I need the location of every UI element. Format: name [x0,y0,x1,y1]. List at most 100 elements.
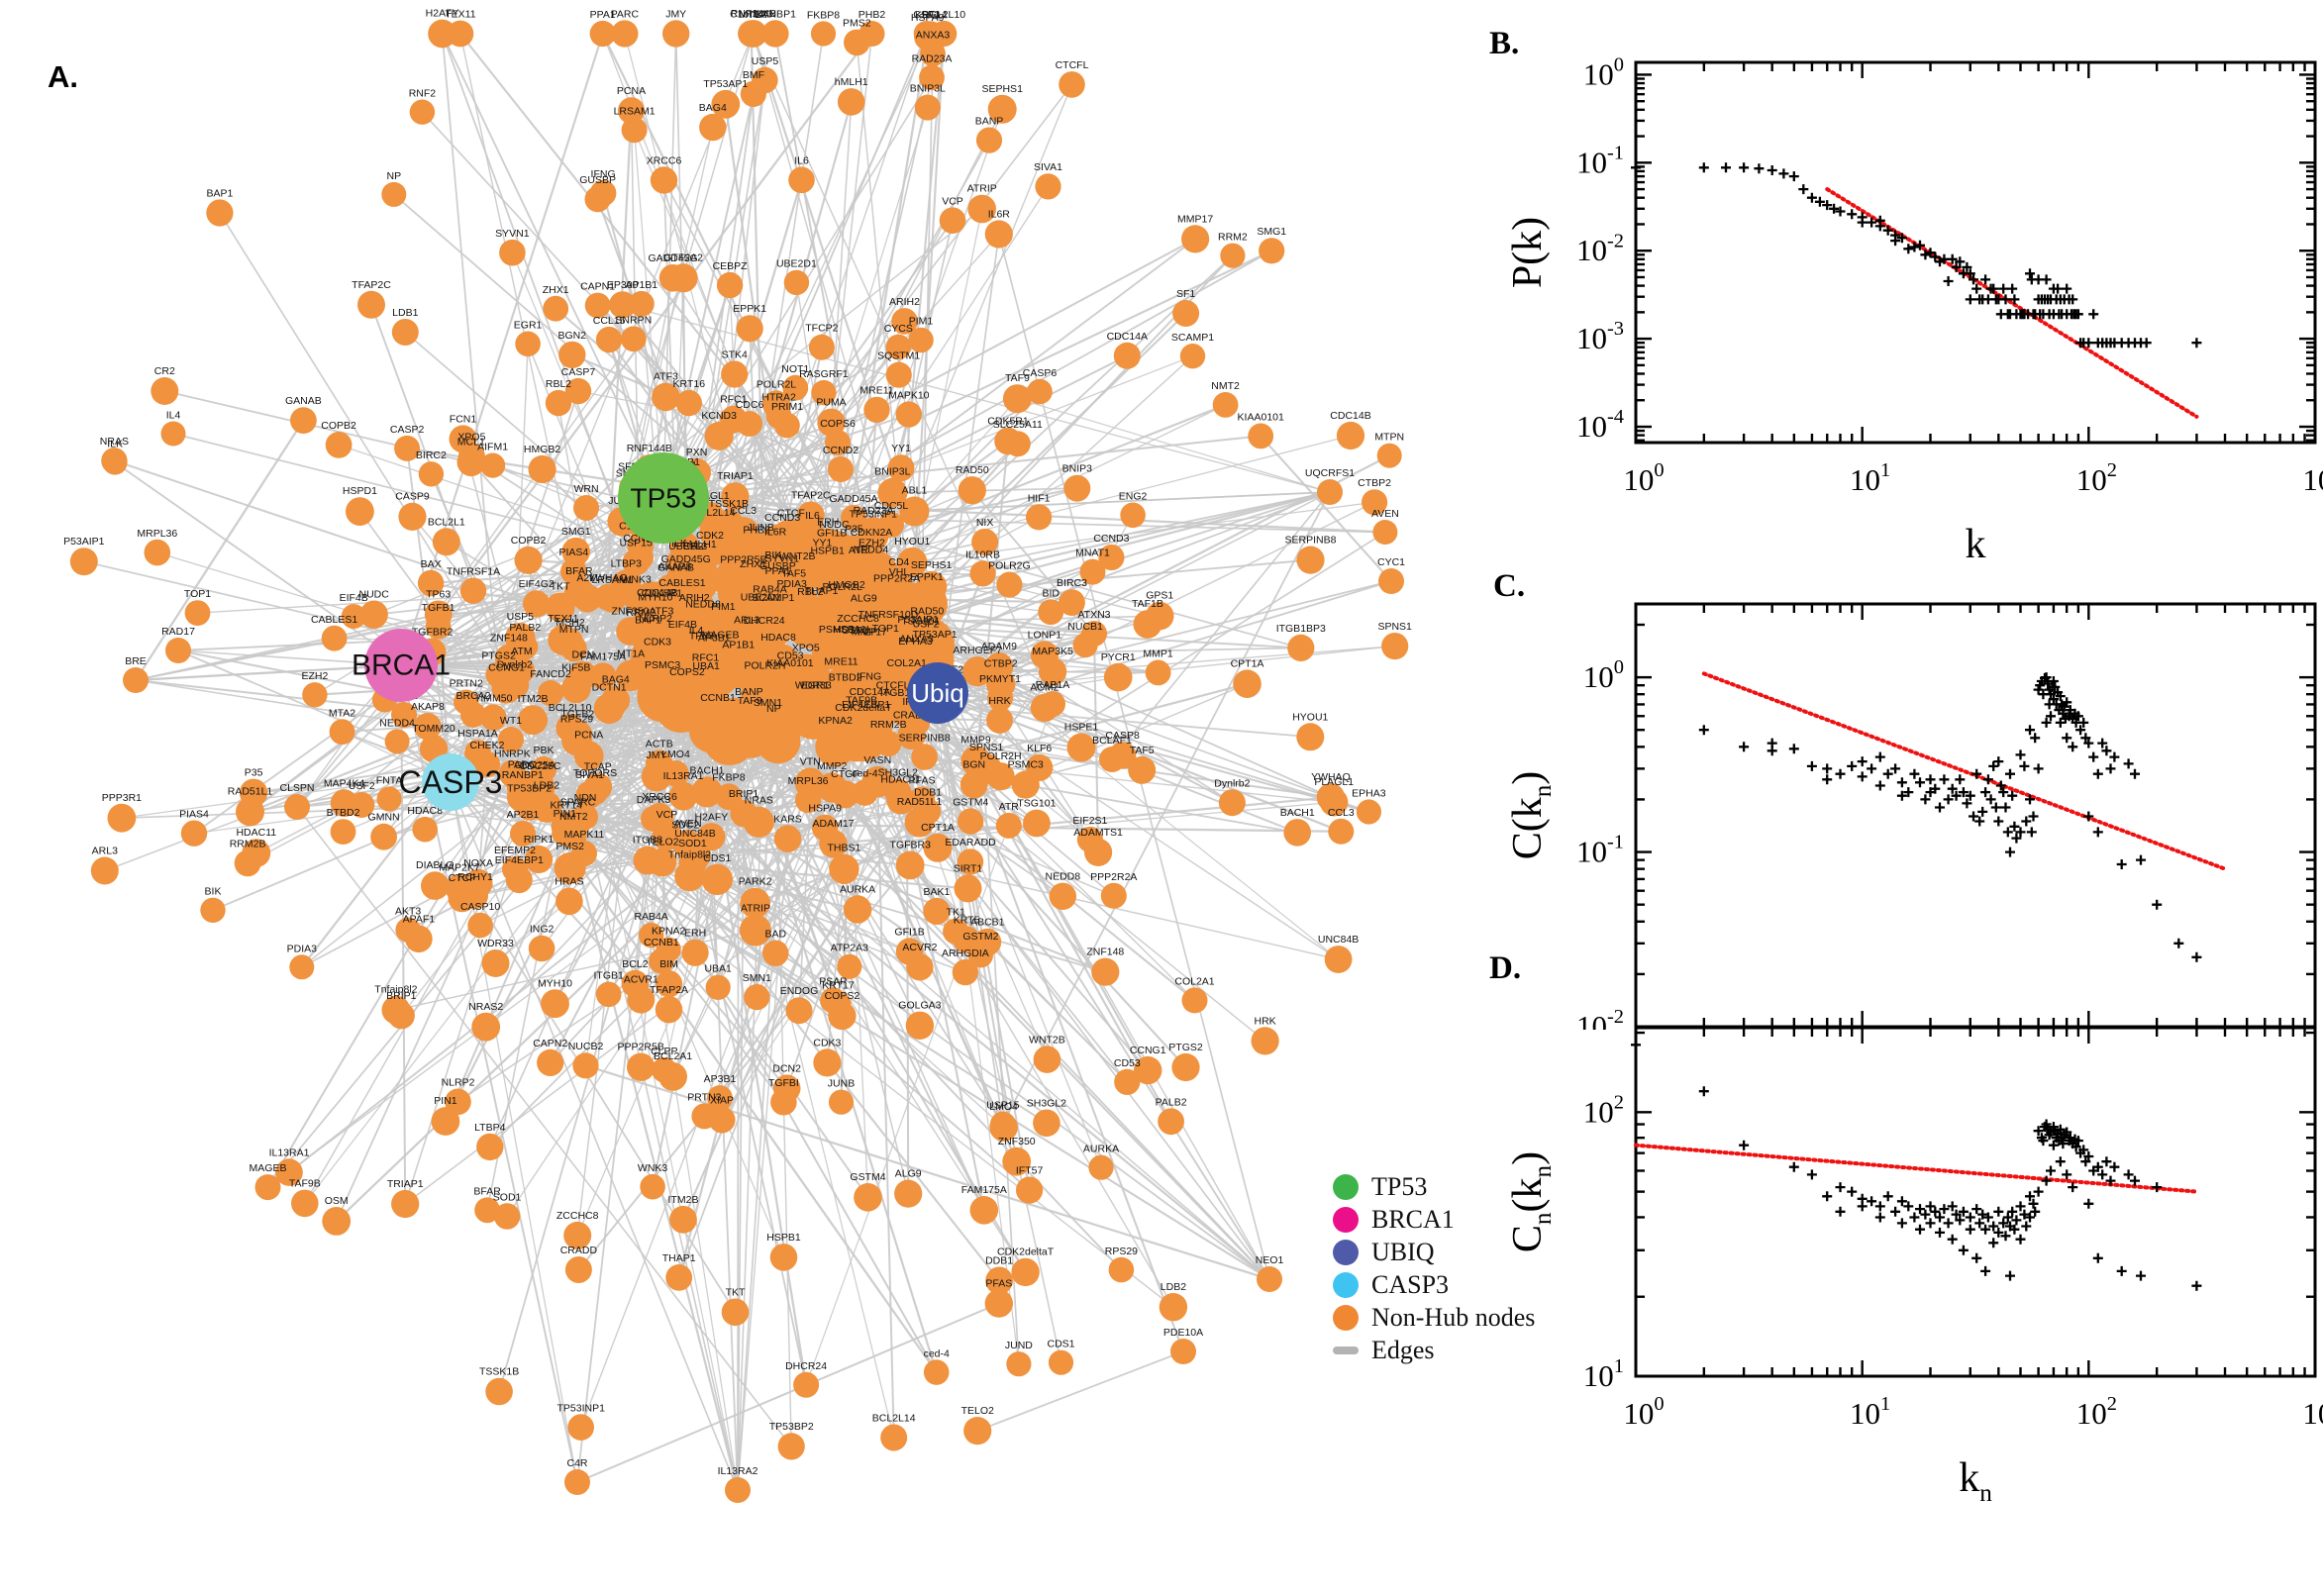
gene-node-label: HTRA2 [761,391,796,403]
gene-node [381,181,407,207]
gene-node-label: UBE2D1 [741,592,781,604]
gene-node-label: CEBPZ [713,260,749,272]
gene-node-label: ITM2B [518,693,549,705]
gene-node-label: BNIP3L [874,466,910,478]
gene-node-label: MTPN [1374,432,1404,444]
gene-node [808,334,835,360]
gene-node-label: ZNF350 [998,1136,1036,1147]
gene-node [144,539,171,566]
gene-node-label: MRE11 [859,385,893,397]
gene-node-label: YY1 [812,538,832,549]
gene-node [284,794,310,820]
gene-node-label: TAF9 [738,695,762,707]
gene-node-label: TOPORS [573,767,617,779]
gene-node-label: SPARC [560,797,596,809]
gene-node [1128,755,1157,784]
panel-b-letter: B. [1489,26,1520,61]
gene-node-label: PIAS4 [179,809,209,821]
gene-node [493,1203,521,1230]
gene-node-label: C1orf123 [730,8,772,20]
gene-node [788,166,815,194]
gene-node [769,1244,798,1271]
gene-node-label: PSMC3 [645,659,680,671]
gene-node-label: CCNG1 [1130,1045,1166,1056]
gene-node [708,1106,736,1134]
gene-node-label: DIABLO [416,859,454,871]
gene-node-label: RRM2 [626,607,656,619]
gene-node-label: HSPA1L [833,624,872,636]
node-legend-swatch [1333,1271,1359,1298]
gene-node-label: ACVR1 [624,974,658,986]
gene-node-label: NRAS2 [468,1001,503,1013]
gene-node-label: RNF144B [731,8,776,20]
gene-node-label: PPP2R5B [720,554,766,566]
gene-node [1002,384,1032,414]
legend-item-label: CASP3 [1371,1269,1450,1299]
gene-node [987,94,1017,124]
gene-node [349,792,375,818]
gene-node [721,360,749,388]
gene-node-label: CLSPN [279,782,314,794]
gene-node-label: CTGF [831,768,859,780]
gene-node [1072,633,1098,658]
gene-node-label: WRN [573,483,598,495]
gene-node-label: LDB2 [1161,1281,1186,1293]
gene-node-label: RFC1 [692,652,720,664]
hub-node-ubiq [907,662,968,724]
gene-node-label: SERPINB8 [899,732,951,744]
gene-node [421,871,450,900]
gene-node [562,720,593,750]
gene-node-label: HRAS [555,876,583,888]
gene-node-label: COL2A1 [1174,975,1214,987]
gene-node [858,517,888,547]
gene-node-label: DCN2 [772,1062,801,1074]
gene-node [762,940,789,966]
gene-node [1063,474,1091,502]
gene-node [595,326,623,353]
gene-node-label: RAD51L1 [228,785,273,797]
gene-node [960,746,991,776]
gene-node [289,954,315,980]
gene-node [902,645,931,673]
gene-node [837,88,865,116]
gene-node-label: MAGEB [702,630,740,642]
gene-node-label: PIAS4 [559,547,589,558]
gene-node-label: H2AFY [426,8,459,20]
gene-node [1011,770,1040,799]
gene-node-label: HSPA1A [457,728,498,740]
gene-node-label: BACH1 [1280,807,1315,819]
gene-node-label: CASP7 [561,366,596,378]
gene-node-label: PYCR1 [1101,651,1136,663]
gene-node-label: TSSK1B [479,1366,519,1378]
hub-node-casp3 [422,753,479,811]
gene-node-label: RRM2B [230,838,266,849]
gene-node [640,1173,665,1200]
gene-node-label: BGN2 [558,330,587,342]
gene-node [499,239,526,266]
gene-node-label: SCAMP1 [752,592,794,604]
gene-node [593,693,625,725]
gene-node-label: GOLGA3 [898,1000,941,1012]
gene-node [1171,1052,1200,1082]
gene-node [762,390,790,419]
gene-node-label: LRSAM1 [591,574,633,586]
gene-node [1076,826,1103,853]
gene-node-label: CTBP2 [984,657,1018,669]
gene-node [357,290,385,319]
node-legend-swatch [1333,1173,1359,1200]
legend-item-edges: Edges [1333,1334,1580,1366]
gene-node-label: TGFB1 [422,602,455,614]
gene-node-label: EDARADD [945,837,996,848]
gene-node [867,596,906,635]
gene-node-label: NLRP2 [639,613,672,625]
gene-node [1033,1109,1060,1138]
gene-node-label: PARK2 [739,876,772,888]
gene-node [556,887,583,916]
gene-node-label: PRTN2 [450,678,483,690]
gene-node [656,970,683,998]
gene-node [1059,71,1085,98]
gene-node [206,199,234,227]
axis-tick-label: 102 [2076,459,2117,497]
gene-node-label: NOT1 [781,363,809,375]
gene-node [589,662,617,690]
